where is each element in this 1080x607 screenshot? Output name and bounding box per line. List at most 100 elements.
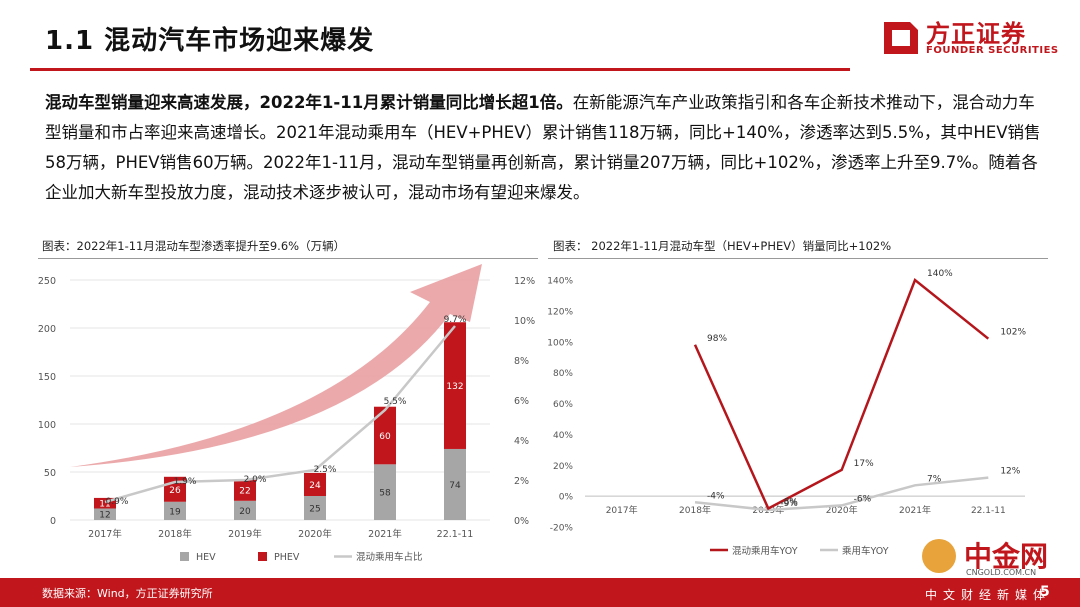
chart2-title: 图表： 2022年1-11月混动车型（HEV+PHEV）销量同比+102% [553,239,892,253]
logo-mark-icon [884,22,918,54]
chart1-label-penetration: 0.9% [106,497,129,507]
chart1-bar-hev [94,508,116,520]
chart2-x-tick: 2021年 [899,504,931,516]
chart1-x-tick: 2017年 [88,528,122,540]
chart1-bar-hev [374,464,396,520]
chart2-line-series [694,476,989,512]
chart2-x-tick: 2018年 [679,504,711,516]
summary-paragraph: 混动车型销量迎来高速发展，2022年1-11月累计销量同比增长超1倍。在新能源汽… [45,88,1045,208]
page-number: 5 [1040,584,1050,600]
summary-rest: 在新能源汽车产业政策指引和各车企新技术推动下，混合动力车型销量和市占率迎来高速增… [45,93,1041,202]
chart1-bar-hev [234,500,256,520]
chart1-label-hev: 25 [309,505,320,515]
chart2-legend-label: 乘用车YOY [842,545,889,557]
summary-lead: 混动车型销量迎来高速发展，2022年1-11月累计销量同比增长超1倍。 [45,93,573,112]
chart1-label-penetration: 2.5% [314,465,337,475]
chart1-caption-rule [38,258,538,259]
chart2-y-tick: 40% [553,431,573,441]
chart1-label-hev: 74 [449,481,461,491]
chart1-y2-tick: 6% [514,396,529,407]
chart1-bar-phev [444,322,466,449]
chart1-label-penetration: 9.7% [444,315,467,325]
chart2-point-label: -6% [854,494,872,504]
chart1-label-penetration: 2.0% [244,475,267,485]
chart2-point-label: -9% [780,499,798,509]
chart1-y-tick: 100 [38,420,56,431]
chart1-x-tick: 2020年 [298,528,332,540]
chart2-x-tick: 2017年 [606,504,638,516]
chart2-x-tick: 22.1-11 [971,506,1006,516]
chart1-label-phev: 24 [309,481,321,491]
chart1-label-penetration: 5.5% [384,397,407,407]
chart1-bar-phev [374,406,396,465]
chart1-label-phev: 60 [379,432,391,442]
chart1-title: 图表：2022年1-11月混动车型渗透率提升至9.6%（万辆） [42,239,346,253]
chart2-y-tick: 20% [553,462,573,472]
logo-text-cn: 方正证券 [926,20,1026,48]
chart1-growth-arrow-icon [70,264,482,467]
chart2-yoy-lines: -20% 0% 20% 40% 60% 80% 100% 120% 140% 2017年 2018年… [547,269,1026,557]
chart2-y-tick: 0% [559,493,574,503]
chart1-label-phev: 22 [239,487,250,497]
chart1-x-tick: 2018年 [158,528,192,540]
chart1-label-penetration: 1.9% [174,477,197,487]
chart1-bar-phev [94,497,116,509]
chart1-legend-label: HEV [196,552,216,563]
chart1-legend-label: 混动乘用车占比 [356,551,423,563]
chart1-bar-hev [444,448,466,520]
chart1-y-tick: 200 [38,324,56,335]
chart2-point-label: 140% [927,269,953,279]
chart1-y2-tick: 0% [514,516,529,527]
chart2-line-series [693,277,990,511]
chart1-y2-tick: 8% [514,356,529,367]
chart1-label-hev: 12 [99,511,110,521]
chart2-y-tick: -20% [550,524,574,534]
chart1-x-tick: 2021年 [368,528,402,540]
chart1-label-hev: 20 [239,507,251,517]
chart1-y-tick: 250 [38,276,56,287]
watermark-url: CNGOLD.COM.CN [966,568,1037,577]
chart2-caption-rule [548,258,1048,259]
footer-source: 数据来源：Wind，方正证券研究所 [42,587,213,600]
chart2-y-tick: 80% [553,369,573,379]
watermark-cn: 中金网 [964,540,1049,573]
chart1-legend-label: PHEV [274,552,300,563]
chart1-y-tick: 0 [50,516,56,527]
chart2-y-tick: 140% [547,277,573,287]
logo-text-en: FOUNDER SECURITIES [926,45,1059,56]
chart2-point-label: 102% [1000,328,1026,338]
chart1-bar-hev [304,496,326,520]
chart1-y-tick: 150 [38,372,56,383]
chart1-label-phev: 26 [169,486,181,496]
chart1-label-phev: 11 [99,500,110,510]
chart1-x-tick: 2019年 [228,528,262,540]
chart1-y2-tick: 2% [514,476,529,487]
chart2-point-label: 17% [854,459,874,469]
chart1-bar-phev [304,472,326,496]
title-underline [30,68,850,71]
chart1-label-hev: 58 [379,489,391,499]
page-title: 1.1 混动汽车市场迎来爆发 [45,26,375,56]
chart2-y-tick: 100% [547,338,573,348]
chart2-point-label: -8% [780,497,798,507]
chart2-point-label: 12% [1000,467,1020,477]
chart1-y2-tick: 10% [514,316,535,327]
chart1-y-tick: 50 [44,468,56,479]
chart2-y-tick: 60% [553,400,573,410]
chart1-bar-phev [234,479,256,501]
chart1-x-tick: 22.1-11 [437,529,474,540]
watermark-logo-icon [922,539,956,573]
chart1-legend-swatch [180,552,189,561]
chart1-y2-tick: 4% [514,436,529,447]
company-logo: 方正证券 FOUNDER SECURITIES [882,14,1062,60]
watermark-sub: 中文财经新媒体 [925,588,1052,602]
watermark: 中金网 CNGOLD.COM.CN [922,535,1072,595]
chart1-bar-hev [164,501,186,520]
chart1-label-hev: 19 [169,507,181,517]
chart1-legend-swatch [258,552,267,561]
chart2-legend-label: 混动乘用车YOY [732,545,798,557]
chart2-point-label: 98% [707,334,727,344]
chart1-y2-tick: 12% [514,276,535,287]
chart2-point-label: 7% [927,474,942,484]
